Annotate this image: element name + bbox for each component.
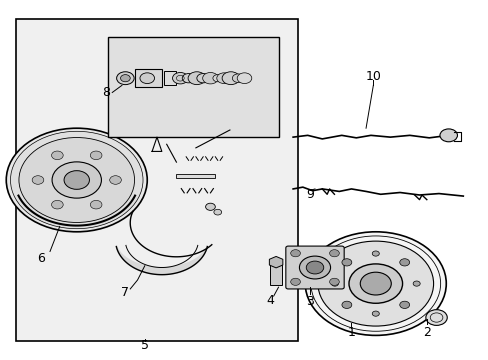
Circle shape [237,73,251,84]
Circle shape [341,301,351,309]
Circle shape [116,72,134,85]
Text: 2: 2 [422,326,430,339]
Circle shape [172,72,188,84]
Circle shape [329,249,339,257]
Circle shape [371,251,379,256]
Circle shape [216,73,231,84]
Polygon shape [116,246,207,275]
Circle shape [120,75,130,82]
Circle shape [317,241,433,326]
Circle shape [90,201,102,209]
Text: 9: 9 [305,188,313,201]
Circle shape [51,151,63,159]
Circle shape [290,249,300,257]
Circle shape [360,272,390,295]
Circle shape [197,73,209,83]
Text: 5: 5 [141,338,148,351]
Circle shape [182,73,195,83]
Circle shape [213,209,221,215]
Circle shape [290,278,300,285]
Text: 10: 10 [365,70,381,83]
Bar [176,174,215,178]
Circle shape [19,138,134,222]
Circle shape [140,73,154,84]
Text: 4: 4 [266,294,274,307]
Text: 8: 8 [102,86,110,99]
Text: 7: 7 [121,286,129,299]
Circle shape [64,171,89,189]
Circle shape [331,281,338,286]
Circle shape [212,75,222,82]
Circle shape [90,151,102,159]
Circle shape [439,129,457,142]
Circle shape [232,74,244,82]
Circle shape [32,176,44,184]
Circle shape [52,162,101,198]
Circle shape [399,301,409,309]
Text: 6: 6 [37,252,45,265]
Circle shape [341,259,351,266]
Circle shape [205,203,215,210]
Bar [270,264,282,285]
Circle shape [399,259,409,266]
Bar [135,69,162,87]
Circle shape [51,201,63,209]
Bar [164,71,176,85]
Text: 3: 3 [305,295,313,308]
Bar [16,19,297,341]
Circle shape [371,311,379,316]
Circle shape [305,232,446,336]
Circle shape [202,72,218,84]
Circle shape [299,256,330,279]
Circle shape [109,176,121,184]
Polygon shape [269,256,282,268]
Circle shape [6,128,147,232]
Text: 1: 1 [347,326,355,339]
Circle shape [425,310,447,325]
Circle shape [412,281,419,286]
Circle shape [222,72,239,85]
Circle shape [305,261,323,274]
Circle shape [348,264,402,303]
Circle shape [329,278,339,285]
FancyBboxPatch shape [285,246,344,289]
Circle shape [10,131,142,229]
Circle shape [188,72,205,85]
Bar [108,37,278,137]
